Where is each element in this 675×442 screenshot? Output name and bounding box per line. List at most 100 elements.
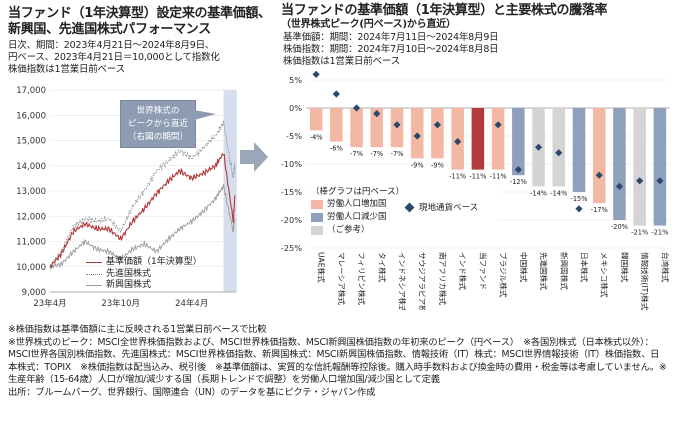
note-1: ※株価指数は基準価額に主に反映される1営業日前ベースで比較 xyxy=(8,324,267,335)
right-subtitle-3: 株価指数は1営業日前ベース xyxy=(283,56,400,67)
legend-fund: 基準価額（1年決算型） xyxy=(86,257,202,269)
series-line-developed xyxy=(49,120,236,268)
bar-data-label: -21% xyxy=(651,229,668,237)
category-label: サウジアラビア株式 xyxy=(418,252,428,310)
local-currency-marker xyxy=(332,90,340,98)
y-tick-label: 13,000 xyxy=(16,187,46,197)
y-tick-label: 11,000 xyxy=(16,238,46,248)
legend-reference-label: （ご参考） xyxy=(327,225,370,235)
arrow-icon xyxy=(240,142,268,172)
bar-data-label: -14% xyxy=(530,189,547,197)
y-tick-label: 15,000 xyxy=(16,137,46,147)
legend-increase: 労働人口増加国 xyxy=(311,198,498,211)
y-tick-label: 16,000 xyxy=(16,111,46,121)
y-tick-label: -20% xyxy=(281,215,302,225)
line-legend: 基準価額（1年決算型） 先進国株式 新興国株式 xyxy=(86,257,202,292)
series-line-emerging xyxy=(49,183,236,271)
category-label: UAE株式 xyxy=(317,252,327,283)
bar-data-label: -11% xyxy=(449,173,466,181)
bar xyxy=(370,108,384,148)
bar-data-label: -17% xyxy=(591,206,608,214)
category-label: インド株式 xyxy=(458,252,468,290)
x-tick-label: 23年10月 xyxy=(101,298,140,309)
bar-data-label: -6% xyxy=(330,145,343,153)
category-label: 中国株式 xyxy=(519,252,529,283)
bar xyxy=(572,108,586,192)
callout-line3: （右図の期間） xyxy=(127,132,189,142)
bar-legend: （棒グラフは円ベース） 労働人口増加国 労働人口減少国 （ご参考） 現地通貨ベー… xyxy=(308,187,498,243)
legend-fund-swatch xyxy=(86,262,102,264)
y-tick-label: -10% xyxy=(281,159,302,169)
local-currency-marker xyxy=(413,132,421,140)
bar xyxy=(552,108,566,187)
bar xyxy=(350,108,363,148)
legend-emerging-label: 新興国株式 xyxy=(106,280,152,290)
legend-developed-swatch xyxy=(86,273,102,275)
legend-emerging-swatch xyxy=(86,285,102,287)
x-tick-label: 24年4月 xyxy=(175,298,208,309)
y-tick-label: -15% xyxy=(281,187,302,197)
category-label: 日本株式 xyxy=(580,252,590,283)
bar-data-label: -12% xyxy=(510,178,527,186)
category-label: 新興国株式 xyxy=(559,252,569,290)
left-subtitle-3: 株価指数は1営業日前ベース xyxy=(8,64,125,75)
bar xyxy=(512,108,525,176)
bar xyxy=(653,108,667,226)
bar xyxy=(309,108,323,131)
bar-data-label: -15% xyxy=(570,195,587,203)
legend-developed-label: 先進国株式 xyxy=(106,268,152,279)
bar xyxy=(431,108,444,159)
local-currency-marker xyxy=(615,182,624,190)
left-title-line1: 当ファンド（1年決算型）設定来の基準価額、 xyxy=(8,6,271,21)
y-tick-label: 10,000 xyxy=(16,263,46,273)
local-currency-marker xyxy=(595,171,603,179)
legend-local: 現地通貨ベース xyxy=(404,201,479,213)
category-label: 韓国株式 xyxy=(620,252,630,283)
y-tick-label: -25% xyxy=(281,243,302,253)
legend-fund-label: 基準価額（1年決算型） xyxy=(106,257,202,267)
bar-data-label: -7% xyxy=(370,150,383,158)
bar xyxy=(613,108,626,220)
category-label: マレーシア株式 xyxy=(337,252,347,305)
left-subtitle-2: 円ベース、2023年4月21日＝10,000として指数化 xyxy=(8,52,220,63)
bar-data-label: -11% xyxy=(490,173,507,181)
legend-decrease-label: 労働人口減少国 xyxy=(327,212,387,222)
bar-data-label: -20% xyxy=(611,223,628,231)
bar-legend-title: （棒グラフは円ベース） xyxy=(311,187,405,197)
right-subtitle-2: 株価指数：期間：2024年7月10日～2024年8月8日 xyxy=(283,44,499,55)
category-label: フィリピン株式 xyxy=(357,252,367,305)
y-tick-label: 12,000 xyxy=(16,212,46,222)
category-label: 南アフリカ株式 xyxy=(438,252,448,306)
notes: ※株価指数は基準価額に主に反映される1営業日前ベースで比較 ※世界株式のピーク：… xyxy=(8,324,668,400)
legend-increase-swatch xyxy=(311,200,323,209)
bar xyxy=(592,108,606,204)
category-label: 当ファンド xyxy=(478,252,488,290)
bar xyxy=(471,108,485,170)
note-source: 出所：ブルームバーグ、世界銀行、国際連合（UN）のデータを基にピクテ・ジャパン作… xyxy=(8,386,376,398)
local-currency-marker xyxy=(636,177,644,185)
legend-reference-swatch xyxy=(311,226,323,235)
category-label: メキシコ株式 xyxy=(600,252,610,298)
x-tick-label: 23年4月 xyxy=(33,298,66,309)
category-label: 情報技術(IT)株式 xyxy=(640,252,650,310)
bar xyxy=(491,108,505,170)
y-tick-label: 0% xyxy=(289,103,302,113)
right-title-line1: 当ファンドの基準価額（1年決算型）と主要株式の騰落率 xyxy=(281,3,608,18)
bar xyxy=(330,108,343,142)
legend-emerging: 新興国株式 xyxy=(86,280,202,292)
local-currency-marker xyxy=(575,205,583,213)
bar-data-label: -21% xyxy=(631,229,648,237)
local-currency-marker xyxy=(312,70,320,78)
category-label: 先進国株式 xyxy=(539,252,549,290)
legend-local-label: 現地通貨ベース xyxy=(419,203,479,213)
y-tick-label: 5% xyxy=(289,75,302,85)
category-label: タイ株式 xyxy=(377,252,387,283)
note-2: ※世界株式のピーク：MSCI全世界株価指数および、MSCI世界株価指数、MSCI… xyxy=(8,336,667,386)
local-currency-marker xyxy=(433,121,442,129)
series-line-fund xyxy=(49,152,236,268)
legend-increase-label: 労働人口増加国 xyxy=(327,199,387,209)
legend-decrease-swatch xyxy=(311,213,323,222)
y-tick-label: 14,000 xyxy=(16,162,46,172)
y-tick-label: 17,000 xyxy=(16,86,46,96)
y-tick-label: -5% xyxy=(286,131,302,141)
